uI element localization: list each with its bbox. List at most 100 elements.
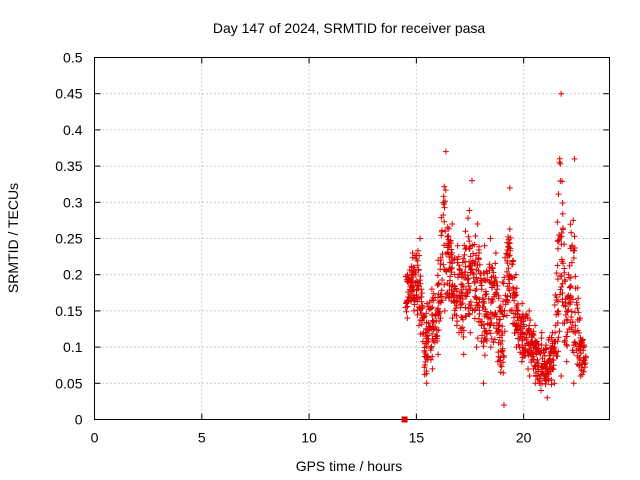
data-point — [435, 351, 442, 358]
data-point — [475, 315, 482, 322]
data-point — [555, 237, 562, 244]
data-point — [483, 290, 490, 297]
data-point — [421, 347, 428, 354]
data-point — [406, 294, 413, 301]
data-point — [496, 316, 503, 323]
data-point — [565, 271, 572, 278]
data-point — [495, 295, 502, 302]
data-point — [538, 380, 545, 387]
data-point — [476, 296, 483, 303]
data-point — [459, 324, 466, 331]
data-point — [462, 263, 469, 270]
data-point — [500, 298, 507, 305]
data-point — [481, 325, 488, 332]
data-point — [468, 177, 475, 184]
data-point — [436, 310, 443, 317]
data-point — [538, 329, 545, 336]
data-point — [463, 286, 470, 293]
data-point — [534, 366, 541, 373]
data-point — [409, 249, 416, 256]
data-point — [461, 251, 468, 258]
data-point — [502, 254, 509, 261]
data-point — [403, 308, 410, 315]
square-marker — [401, 416, 408, 423]
data-point — [417, 235, 424, 242]
data-point — [580, 355, 587, 362]
data-point — [522, 352, 529, 359]
data-point — [578, 367, 585, 374]
data-point — [505, 276, 512, 283]
data-point — [427, 344, 434, 351]
data-point — [465, 310, 472, 317]
data-point — [464, 215, 471, 222]
data-point — [507, 247, 514, 254]
data-point — [572, 273, 579, 280]
data-point — [559, 290, 566, 297]
data-point — [532, 372, 539, 379]
data-point — [526, 373, 533, 380]
data-point — [424, 326, 431, 333]
data-point — [467, 253, 474, 260]
data-point — [506, 252, 513, 259]
data-point — [525, 366, 532, 373]
data-point — [414, 247, 421, 254]
data-point — [459, 282, 466, 289]
data-point — [576, 354, 583, 361]
data-point — [479, 294, 486, 301]
data-point — [442, 267, 449, 274]
data-point — [527, 317, 534, 324]
data-point — [505, 253, 512, 260]
data-point — [476, 249, 483, 256]
data-point — [483, 337, 490, 344]
data-point — [442, 250, 449, 257]
data-point — [472, 287, 479, 294]
data-point — [425, 306, 432, 313]
data-point — [466, 207, 473, 214]
data-point — [532, 348, 539, 355]
data-point — [533, 351, 540, 358]
data-point — [525, 350, 532, 357]
data-point — [513, 285, 520, 292]
data-point — [576, 329, 583, 336]
data-point — [477, 280, 484, 287]
data-point — [545, 377, 552, 384]
data-point — [480, 380, 487, 387]
data-point — [506, 280, 513, 287]
data-point — [564, 308, 571, 315]
data-point — [486, 321, 493, 328]
data-point — [554, 238, 561, 245]
data-point — [551, 302, 558, 309]
data-point — [552, 329, 559, 336]
data-point — [458, 269, 465, 276]
data-point — [405, 297, 412, 304]
data-point — [429, 353, 436, 360]
data-point — [411, 301, 418, 308]
data-point — [418, 286, 425, 293]
data-point — [571, 247, 578, 254]
data-point — [532, 340, 539, 347]
data-point — [461, 268, 468, 275]
data-point — [423, 310, 430, 317]
data-point — [423, 380, 430, 387]
data-point — [458, 289, 465, 296]
data-point — [508, 261, 515, 268]
data-point — [557, 286, 564, 293]
data-point — [429, 304, 436, 311]
data-point — [428, 312, 435, 319]
data-point — [532, 322, 539, 329]
data-point — [471, 279, 478, 286]
data-point — [409, 269, 416, 276]
data-point — [503, 296, 510, 303]
data-point — [493, 313, 500, 320]
data-point — [555, 334, 562, 341]
data-point — [571, 155, 578, 162]
data-point — [557, 160, 564, 167]
data-point — [564, 329, 571, 336]
chart-title: Day 147 of 2024, SRMTID for receiver pas… — [213, 20, 486, 36]
data-point — [487, 344, 494, 351]
data-point — [476, 310, 483, 317]
data-point — [480, 298, 487, 305]
data-point — [557, 233, 564, 240]
data-point — [481, 352, 488, 359]
data-point — [454, 298, 461, 305]
